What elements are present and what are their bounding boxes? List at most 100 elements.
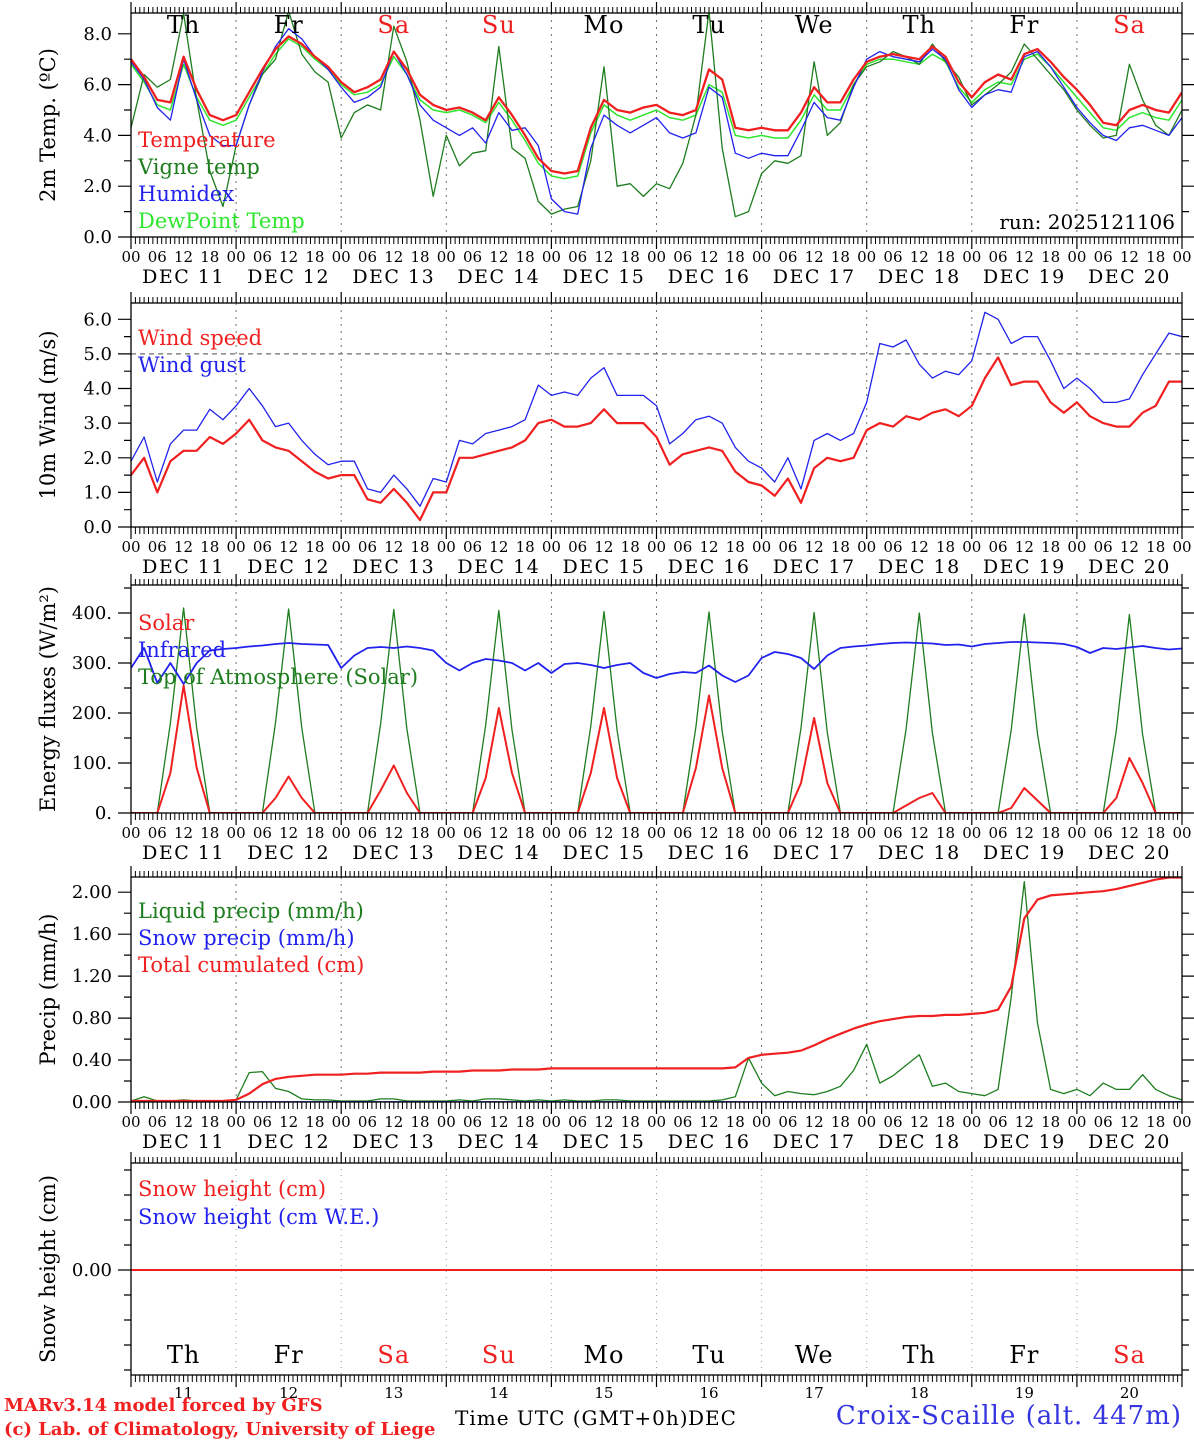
ytick-label: 1.60	[72, 924, 112, 945]
hour-tick-label: 12	[174, 824, 193, 842]
hour-tick-label: 00	[437, 538, 456, 556]
model-credit-line-2: (c) Lab. of Climatology, University of L…	[4, 1419, 436, 1440]
hour-tick-label: 00	[542, 1113, 561, 1131]
date-label: DEC 18	[878, 266, 961, 288]
weekday-label: Su	[482, 11, 516, 39]
hour-tick-label: 00	[752, 248, 771, 266]
hour-tick-label: 00	[647, 248, 666, 266]
date-label: DEC 12	[247, 842, 330, 864]
hour-tick-label: 00	[542, 538, 561, 556]
hour-tick-label: 12	[489, 538, 508, 556]
date-label: DEC 19	[983, 266, 1066, 288]
weekday-label: Th	[903, 1341, 936, 1369]
hour-tick-label: 18	[726, 824, 745, 842]
ytick-label: 0.80	[72, 1008, 112, 1029]
hour-tick-label: 18	[516, 824, 535, 842]
date-number-label: 18	[910, 1384, 929, 1402]
hour-tick-label: 00	[121, 538, 140, 556]
model-run-label: run: 2025121106	[999, 210, 1175, 234]
hour-tick-label: 00	[962, 538, 981, 556]
legend-total-cumulated-cm: Total cumulated (cm)	[138, 953, 364, 977]
date-label: DEC 16	[668, 266, 751, 288]
ytick-label: 6.0	[83, 75, 112, 96]
hour-tick-label: 00	[857, 824, 876, 842]
hour-tick-label: 00	[332, 248, 351, 266]
hour-tick-label: 06	[883, 538, 902, 556]
hour-tick-label: 12	[1015, 1113, 1034, 1131]
date-label: DEC 15	[563, 266, 646, 288]
date-number-label: 14	[489, 1384, 508, 1402]
hour-tick-label: 18	[621, 824, 640, 842]
hour-tick-label: 06	[253, 1113, 272, 1131]
date-label: DEC 14	[457, 266, 540, 288]
date-number-label: 20	[1120, 1384, 1139, 1402]
hour-tick-label: 00	[1172, 824, 1191, 842]
hour-tick-label: 18	[831, 538, 850, 556]
legend-humidex: Humidex	[138, 182, 234, 206]
ytick-label: 3.0	[83, 413, 112, 434]
series-liquid-precip-mm-h	[131, 881, 1182, 1102]
date-label: DEC 13	[352, 266, 435, 288]
hour-tick-label: 00	[1172, 538, 1191, 556]
hour-tick-label: 18	[1146, 248, 1165, 266]
hour-tick-label: 00	[857, 1113, 876, 1131]
date-label: DEC 17	[773, 1131, 856, 1153]
date-label: DEC 11	[142, 266, 225, 288]
date-label: DEC 17	[773, 266, 856, 288]
ytick-label: 1.0	[83, 482, 112, 503]
hour-tick-label: 12	[174, 248, 193, 266]
hour-tick-label: 06	[1094, 824, 1113, 842]
date-label: DEC 12	[247, 1131, 330, 1153]
hour-tick-label: 18	[936, 1113, 955, 1131]
hour-tick-label: 18	[621, 1113, 640, 1131]
energy-panel: 0. 100. 200. 300. 400. Energy fluxes (W/m²) So…	[36, 574, 1194, 864]
hour-tick-label: 00	[332, 824, 351, 842]
ytick-label: 100.	[72, 753, 112, 774]
date-label: DEC 13	[352, 1131, 435, 1153]
legend-dewpoint-temp: DewPoint Temp	[138, 209, 305, 233]
hour-tick-label: 06	[673, 248, 692, 266]
hour-tick-label: 18	[621, 248, 640, 266]
hour-tick-label: 12	[910, 248, 929, 266]
legend-liquid-precip-mm-h: Liquid precip (mm/h)	[138, 899, 364, 923]
hour-tick-label: 12	[700, 824, 719, 842]
legend-wind-gust: Wind gust	[138, 353, 246, 377]
legend-temperature: Temperature	[138, 128, 276, 152]
date-label: DEC 15	[563, 1131, 646, 1153]
hour-tick-label: 06	[673, 538, 692, 556]
date-label: DEC 16	[668, 556, 751, 578]
date-label: DEC 14	[457, 1131, 540, 1153]
series-wind-speed	[131, 356, 1182, 522]
hour-tick-label: 00	[227, 248, 246, 266]
hour-tick-label: 12	[1015, 248, 1034, 266]
hour-tick-label: 06	[778, 248, 797, 266]
hour-tick-label: 06	[463, 538, 482, 556]
hour-tick-label: 00	[121, 1113, 140, 1131]
hour-tick-label: 18	[410, 1113, 429, 1131]
ytick-label: 300.	[72, 653, 112, 674]
legend-vigne-temp: Vigne temp	[137, 155, 260, 179]
hour-tick-label: 18	[1041, 1113, 1060, 1131]
weekday-label: We	[795, 1341, 834, 1369]
date-number-label: 19	[1015, 1384, 1034, 1402]
date-number-label: 16	[700, 1384, 719, 1402]
hour-tick-label: 06	[253, 538, 272, 556]
date-label: DEC 14	[457, 842, 540, 864]
series-vigne-temp	[131, 13, 1182, 218]
date-label: DEC 18	[878, 842, 961, 864]
hour-tick-label: 00	[1067, 248, 1086, 266]
series-total-cumulated-cm	[131, 877, 1182, 1102]
hour-tick-label: 12	[279, 1113, 298, 1131]
hour-tick-label: 18	[831, 248, 850, 266]
legend-solar: Solar	[138, 611, 195, 635]
hour-tick-label: 06	[568, 1113, 587, 1131]
hour-tick-label: 06	[358, 538, 377, 556]
hour-tick-label: 00	[752, 538, 771, 556]
hour-tick-label: 12	[910, 1113, 929, 1131]
legend-infrared: Infrared	[138, 638, 226, 662]
weekday-label: Fr	[1009, 1341, 1039, 1369]
date-label: DEC 17	[773, 556, 856, 578]
hour-tick-label: 12	[1120, 824, 1139, 842]
time-axis-title: Time UTC (GMT+0h)	[455, 1406, 689, 1430]
